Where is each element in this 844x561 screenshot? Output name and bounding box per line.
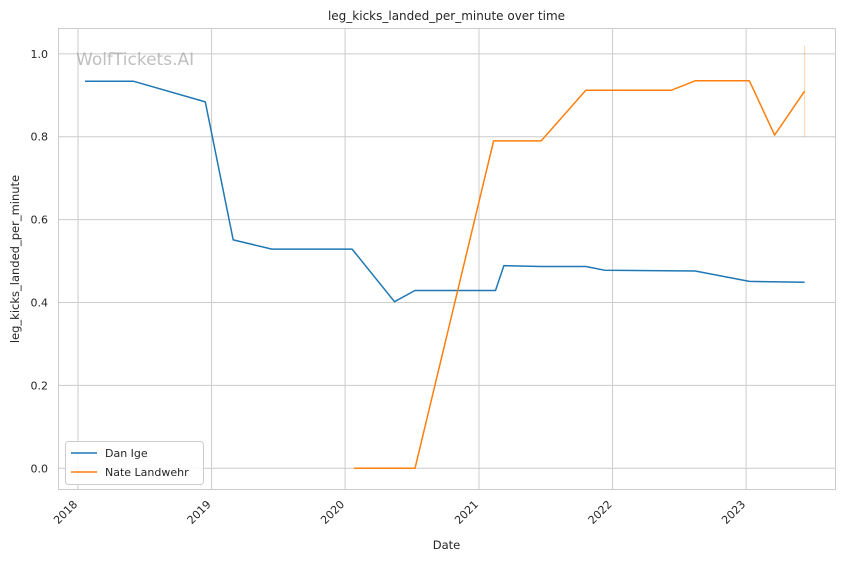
y-tick-label: 1.0	[31, 48, 49, 61]
y-tick-label: 0.8	[31, 131, 49, 144]
chart-title: leg_kicks_landed_per_minute over time	[328, 9, 565, 23]
legend-box	[65, 441, 204, 485]
y-tick-label: 0.2	[31, 379, 49, 392]
y-tick-label: 0.6	[31, 214, 49, 227]
legend: Dan Ige Nate Landwehr	[65, 441, 204, 485]
x-axis-label: Date	[433, 538, 461, 552]
series-line-nate-landwehr	[353, 80, 806, 470]
y-axis-label: leg_kicks_landed_per_minute	[8, 175, 22, 343]
legend-label-dan-ige: Dan Ige	[105, 447, 148, 460]
series-lines	[85, 45, 806, 470]
watermark: WolfTickets.AI	[76, 50, 194, 70]
y-tick-label: 0.4	[31, 297, 49, 310]
plot-frame	[58, 28, 836, 490]
legend-label-nate-landwehr: Nate Landwehr	[105, 466, 189, 479]
grid-lines	[59, 29, 835, 489]
series-line-dan-ige	[85, 80, 805, 303]
y-tick-label: 0.0	[31, 462, 49, 475]
